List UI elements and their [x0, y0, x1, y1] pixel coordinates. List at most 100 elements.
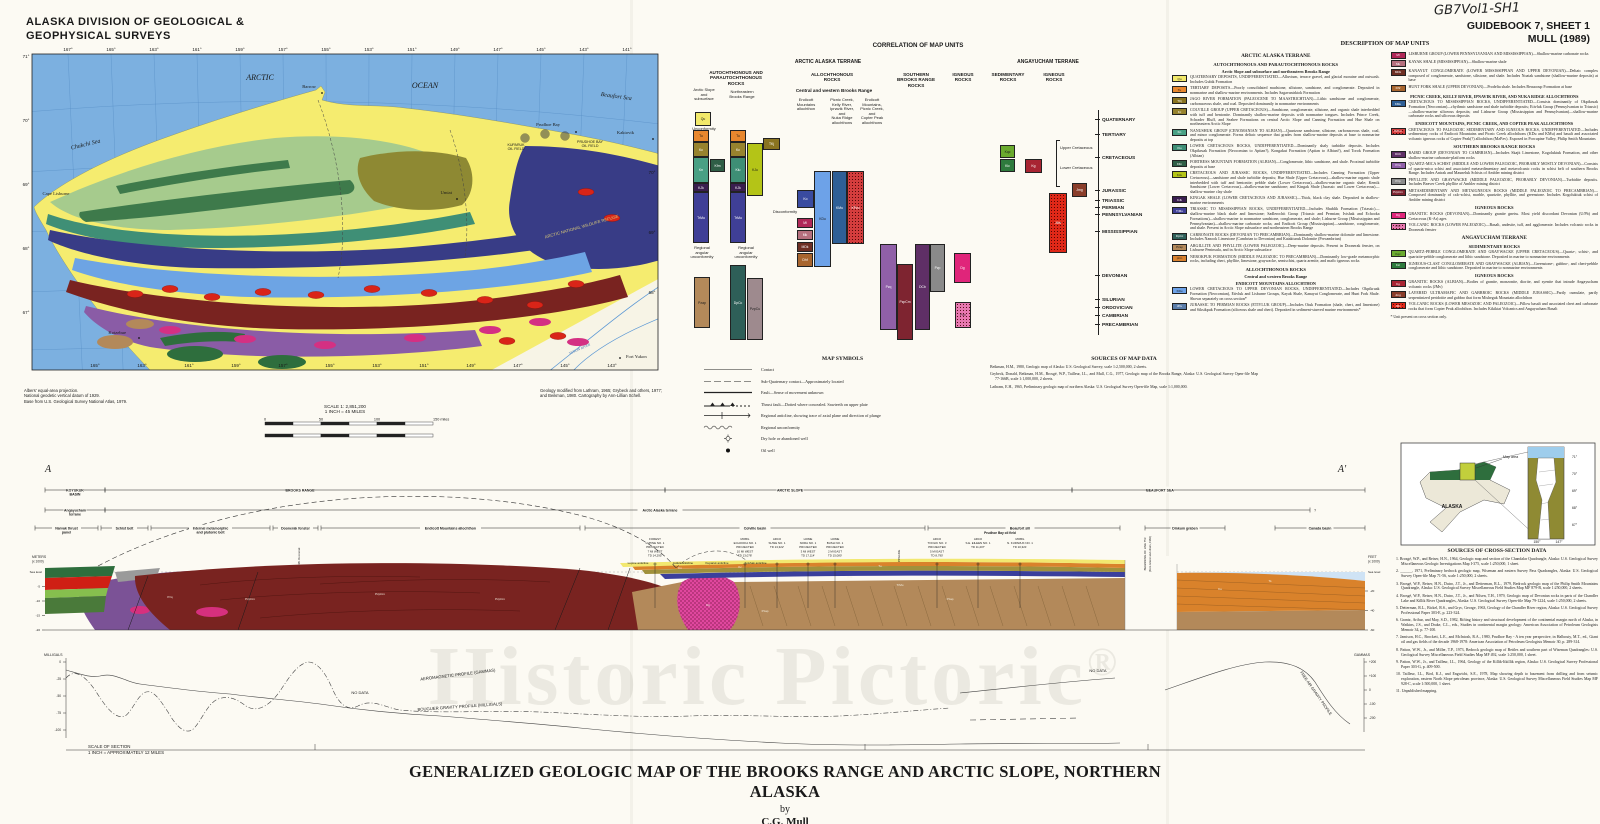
oil-field-label: Prudhoe Bay oil field — [984, 531, 1016, 535]
unit-color-chip: KJk — [1172, 196, 1187, 204]
unit-description: FORTRESS MOUNTAIN FORMATION (ALBIAN)—Con… — [1190, 159, 1380, 169]
longitude-label: 143° — [579, 47, 589, 52]
unit-color-chip: TrMu — [1172, 207, 1187, 215]
unit-description: GRANITIC ROCKS (DEVONIAN)—Dominantly gra… — [1408, 210, 1599, 221]
description-subheading: Central and western Brooks Range — [1244, 273, 1308, 279]
unit-box-Dg: Dg — [954, 253, 971, 283]
place-label: Umiat — [441, 190, 453, 195]
place-label: Cape Lisburne — [43, 191, 70, 196]
oilwell-icon — [726, 448, 730, 452]
cross-section-reference: 6. Grantz, Arthur, and May, S.D., 1982, … — [1396, 618, 1598, 632]
latitude-label: 68° — [649, 290, 656, 295]
unit-box-KJu: KJu — [747, 143, 763, 196]
unconformity-label: Unconformity — [692, 126, 716, 131]
unconformity-label: Regional angular unconformity — [734, 245, 758, 260]
longitude-label: 157° — [278, 363, 288, 368]
unconformity-label: Regional angular unconformity — [690, 245, 714, 260]
description-terrane-heading: ANGAYUCHAM TERRANE — [1461, 235, 1527, 242]
longitude-label: 161° — [192, 47, 202, 52]
unit-description: IGNEOUS-CLAST CONGLOMERATE AND GRAYWACKE… — [1408, 260, 1599, 271]
well-label: ECHOOKA NO. 1 — [734, 541, 757, 545]
unit-description: PHYLLITE AND GRAYWACKE (MIDDLE PALEOZOIC… — [1408, 176, 1599, 187]
well-label: ARCO — [974, 537, 983, 541]
sea-label-arctic: ARCTIC — [245, 73, 274, 82]
unit-description: NEROKPUK FORMATION (MIDDLE PALEOZOIC TO … — [1190, 253, 1380, 264]
map-symbol-label: Thrust fault—Dotted where concealed. Saw… — [761, 401, 868, 407]
cross-section-reference: 2. ______, 1971, Preliminary bedrock geo… — [1396, 569, 1598, 579]
cross-section-reference: 1. Brosgé, W.P., and Reiser, H.N., 1964,… — [1396, 557, 1598, 566]
oil-field-label: PRUDHOE BAY OIL FIELD — [577, 140, 603, 148]
latitude-label: 70° — [23, 118, 30, 123]
well-label: 7 MI WEST — [648, 549, 663, 553]
scale-tick: 0 — [264, 418, 266, 422]
bracket-label: Canada basin — [1309, 526, 1332, 530]
inset-location-map: ALASKA Map area 71° 70° 69° 68° 67° 150° 147° — [1400, 442, 1596, 551]
unit-color-chip: JMv — [1390, 302, 1406, 310]
era-label-triassic: TRIASSIC — [1095, 199, 1124, 204]
author-year-line: MULL (1989) — [1527, 32, 1590, 45]
no-data-label: NO DATA — [351, 690, 369, 695]
unit-color-chip: Dhf — [1390, 84, 1406, 92]
well-label: SUSIE NO. 1 — [768, 541, 785, 545]
unit-color-chip: DCb — [1390, 150, 1406, 158]
handwritten-id: GB7Vol1-SH1 — [1433, 0, 1521, 19]
seismic-line-sublabel: (from Grantz and others, 1982) — [1148, 536, 1152, 572]
well-label: TD 10,321' — [1013, 545, 1027, 549]
unit-code-label: PzpCm — [245, 597, 255, 601]
era-label-permian: PERMIAN — [1095, 206, 1124, 211]
era-label-mississippian: MISSISSIPPIAN — [1095, 230, 1137, 235]
inset-lon-label: 150° — [1533, 540, 1541, 544]
description-subheading: PICNIC CREEK, KELLY RIVER, IPNAVIK RIVER… — [1410, 93, 1579, 99]
well-label: 5 MI EAST — [930, 549, 944, 553]
unit-color-chip: JPe — [1172, 302, 1187, 310]
scale-tick: 100 — [374, 418, 380, 422]
section-scale-line1: SCALE OF SECTION — [88, 744, 131, 749]
description-unit-KDu: KDu LOWER CRETACEOUS TO UPPER DEVONIAN RO… — [1172, 286, 1380, 301]
longitude-label: 161° — [184, 363, 194, 368]
longitude-label: 147° — [513, 363, 523, 368]
well-label: MOBIL — [741, 537, 750, 541]
well-label: 10 MI WEST — [737, 549, 754, 553]
unit-box-Ml: Ml — [797, 218, 813, 228]
map-symbol-label: Regional unconformity — [761, 424, 800, 430]
description-subheading: Arctic Slope and subsurface and northeas… — [1221, 68, 1330, 74]
description-terrane-heading: ARCTIC ALASKA TERRANE — [1241, 53, 1311, 59]
unit-description: LISBURNE GROUP (LOWER PENNSYLVANIAN AND … — [1408, 50, 1589, 56]
inset-svg: ALASKA Map area 71° 70° 69° 68° 67° 150° 147° — [1400, 442, 1596, 546]
geologic-map: 167° 165° 163° 161° 159° 157° 155° 153° 151° 149°… — [20, 42, 662, 387]
description-unit-Kn: Kn NANUSHUK GROUP (CENOMANIAN TO ALBIAN)—… — [1172, 127, 1380, 143]
map-symbol-anticline: Regional anticline, showing trace of axi… — [700, 411, 985, 420]
cross-section-reference: 3. Brosgé, W.P., Reiser, H.N., Dutro, J.… — [1396, 581, 1598, 591]
inset-lon-label: 147° — [1555, 540, 1563, 544]
gammas-tick: +200 — [1369, 660, 1376, 664]
unit-description: VOLCANIC ROCKS (LOWER PALEOZOIC)—Basalt,… — [1408, 221, 1599, 232]
description-unit-Ml: Ml LISBURNE GROUP (LOWER PENNSYLVANIAN AN… — [1390, 50, 1599, 59]
well-label: TD 15,080' — [828, 553, 842, 557]
unit-description: KINGAK SHALE (LOWER CRETACEOUS AND JURAS… — [1190, 195, 1380, 206]
map-symbol-dryhole: Dry hole or abandoned well — [700, 434, 985, 443]
unit-description: NANUSHUK GROUP (CENOMANIAN TO ALBIAN)—Qu… — [1190, 127, 1380, 143]
unit-box-Kc: Kc — [730, 142, 746, 157]
map-symbol-label: Dry hole or abandoned well — [761, 436, 808, 441]
milligals-tick: 0 — [59, 660, 61, 664]
unit-box-Kfm: Kfm — [710, 159, 725, 172]
inset-lat-label: 69° — [1572, 489, 1578, 493]
alaska-label: ALASKA — [1442, 504, 1463, 510]
cross-section-reference: 10. Tailleur, I.L., Bird, K.J., and Engw… — [1396, 672, 1598, 686]
description-unit-MDk: MDk KANAYUT CONGLOMERATE (LOWER MISSISSIP… — [1390, 68, 1598, 83]
contact-icon — [704, 369, 752, 370]
place-label: Barrow — [302, 84, 316, 89]
place-label: Prudhoe Bay — [536, 122, 561, 127]
column-header: IGNEOUS ROCKS — [952, 72, 974, 83]
unit-color-chip: Pzv — [1390, 222, 1406, 230]
description-unit-KJk: KJk KINGAK SHALE (LOWER CRETACEOUS AND JU… — [1172, 195, 1380, 206]
unit-code-label: Pzq — [167, 595, 173, 599]
projection-note-line: National geodetic vertical datum of 1929… — [24, 393, 100, 399]
unit-color-chip: DpCc — [1172, 232, 1187, 240]
unit-code-label: PzpCm — [375, 592, 385, 596]
description-subheading: ENDICOTT MOUNTAINS ALLOCHTHON — [1235, 280, 1316, 286]
description-unit-Mk: Mk KAYAK SHALE (MISSISSIPPIAN)—Shallow-ma… — [1390, 59, 1599, 68]
right-axis-tick: -60 — [1370, 628, 1375, 632]
seismic-line-label: BEGINNING OF LINE 753 — [1143, 537, 1147, 570]
sources-map-data-refs: Beikman, H.M., 1980, Geologic map of Ala… — [990, 365, 1258, 390]
